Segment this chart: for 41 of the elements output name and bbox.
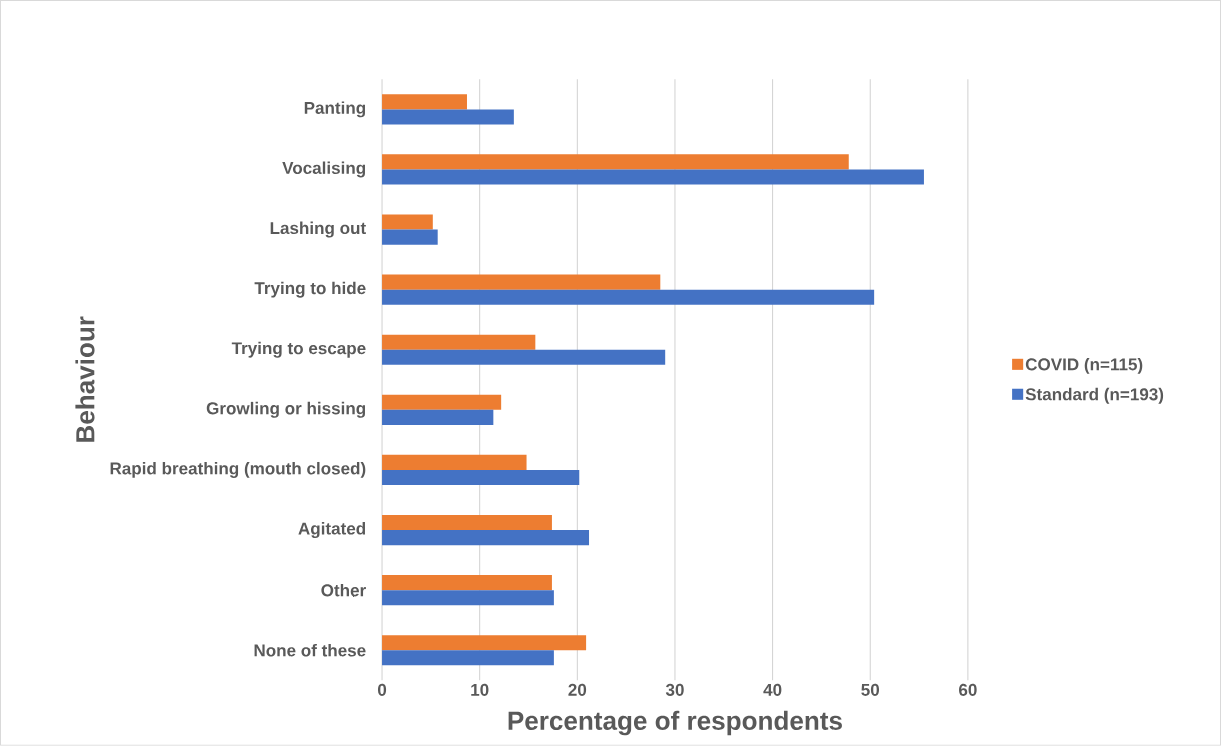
x-tick-label: 50 [861,683,880,696]
x-tick-label: 20 [568,683,587,696]
x-tick-label: 0 [377,683,387,696]
y-tick-label: Trying to hide [254,281,366,298]
bar [382,409,494,426]
legend-label: COVID (n=115) [1025,357,1143,374]
x-axis-title: Percentage of respondents [508,710,842,736]
bar [382,394,502,410]
bar [382,530,590,546]
y-tick-label: None of these [254,644,366,657]
bar [382,515,552,531]
x-tick-label: 30 [665,683,684,696]
bar [382,289,875,305]
legend-label: Standard (n=193) [1025,387,1164,404]
bar [382,575,552,591]
y-tick-label: Lashing out [270,221,366,238]
bar [382,349,666,365]
bar [382,590,554,606]
bar [382,334,536,350]
x-tick-label: 60 [959,683,977,696]
bar [382,214,433,230]
y-axis-title: Behaviour [75,316,95,442]
y-tick-label: Vocalising [282,161,366,178]
y-tick-label: Panting [304,101,366,118]
y-tick-label: Trying to escape [231,341,366,358]
bar [382,274,661,290]
x-tick-label: 40 [763,683,782,696]
bar [382,169,924,185]
bar [382,635,587,651]
bar [382,94,467,110]
bar [382,154,849,170]
bar [382,109,514,125]
bar [382,229,438,245]
bar [382,470,580,486]
y-tick-label: Growling or hissing [206,401,366,418]
y-tick-label: Agitated [298,522,366,539]
bar [382,454,527,471]
x-tick-label: 10 [471,683,489,696]
y-tick-label: Rapid breathing (mouth closed) [110,462,366,478]
y-tick-label: Other [321,583,366,597]
bar [382,650,554,666]
